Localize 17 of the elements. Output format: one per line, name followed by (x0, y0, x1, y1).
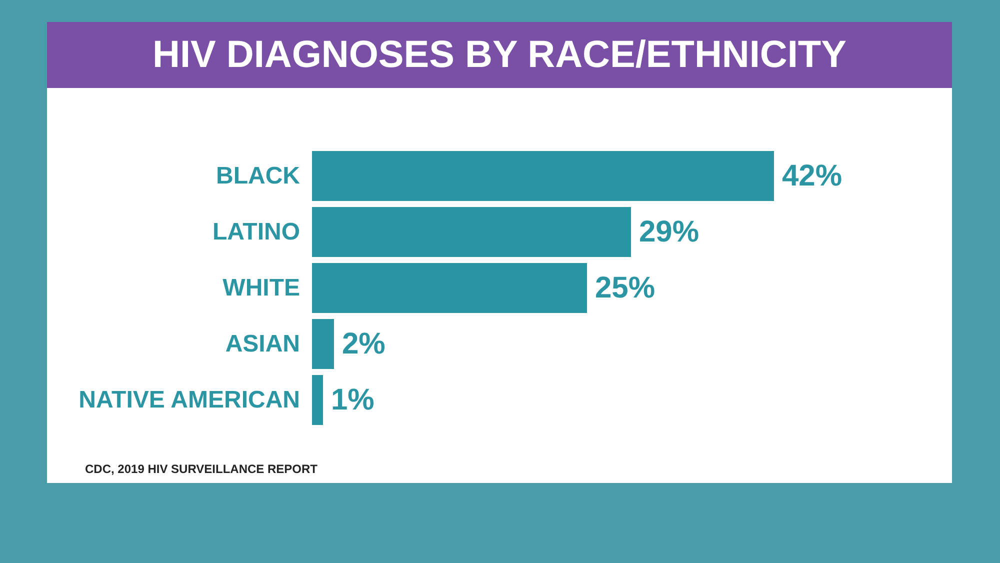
data-label: 42% (782, 160, 842, 192)
y-tick-label: LATINO (212, 218, 300, 246)
y-tick-label: NATIVE AMERICAN (78, 386, 300, 414)
data-label: 2% (342, 328, 386, 360)
bar (312, 263, 587, 313)
data-label: 25% (595, 272, 656, 304)
data-label: 29% (639, 216, 700, 248)
y-tick-label: ASIAN (225, 330, 300, 358)
bar (312, 319, 334, 369)
bar (312, 151, 774, 201)
chart-title: HIV DIAGNOSES BY RACE/ETHNICITY (47, 22, 952, 88)
data-label: 1% (331, 384, 374, 416)
bar (312, 207, 631, 257)
y-tick-label: BLACK (216, 162, 301, 190)
y-tick-label: WHITE (222, 274, 300, 302)
bar (312, 375, 323, 425)
text: CDC, 2019 HIV SURVEILLANCE REPORT (85, 462, 318, 476)
